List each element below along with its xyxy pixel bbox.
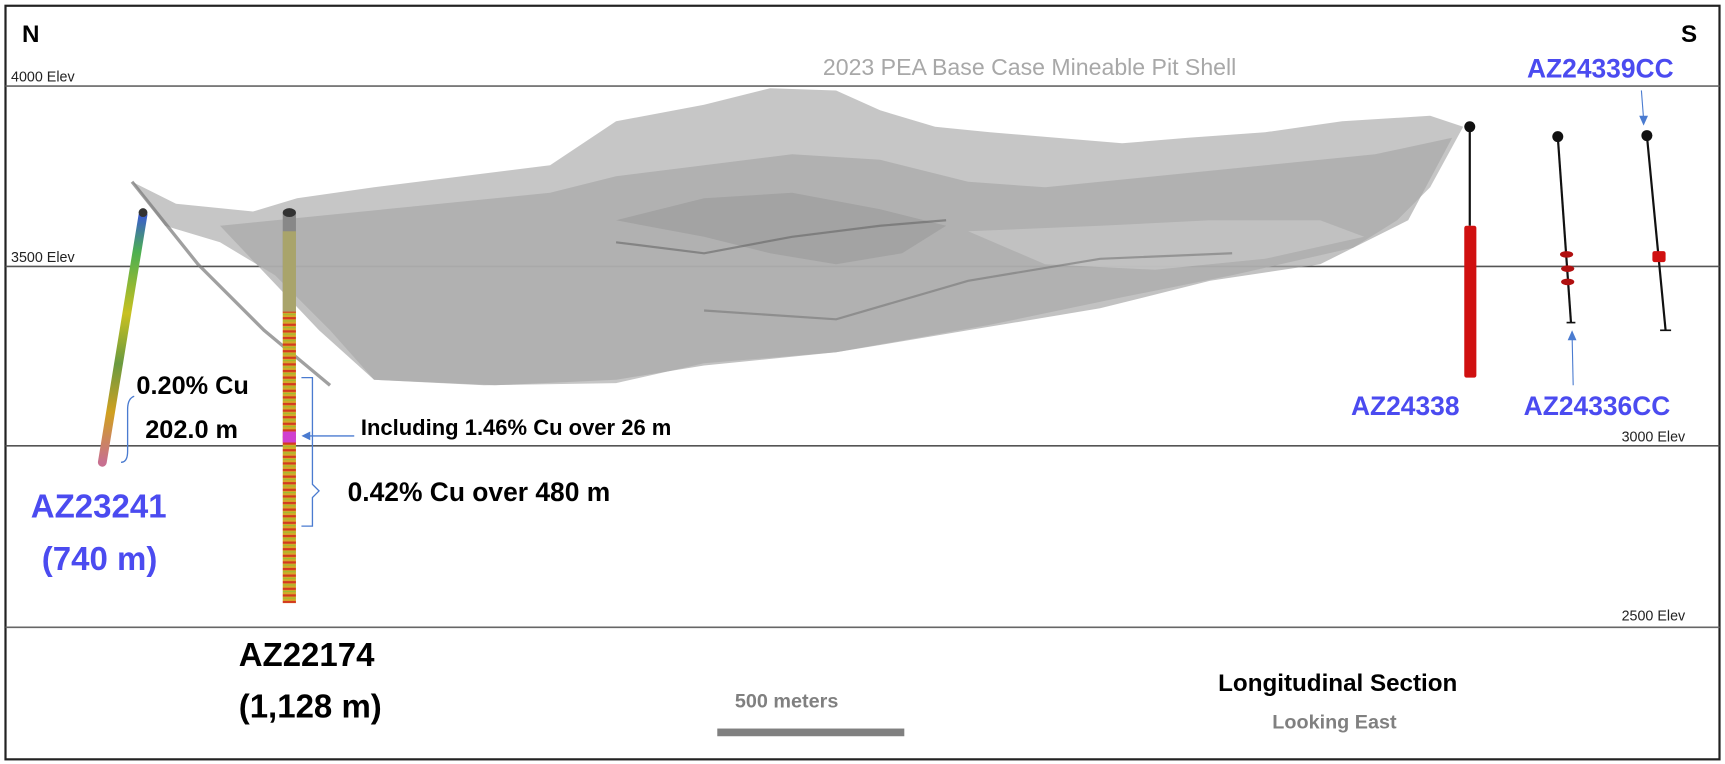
section-title: Longitudinal Section — [1218, 670, 1457, 697]
az24336cc-name: AZ24336CC — [1524, 391, 1671, 421]
az23241-length: (740 m) — [42, 540, 158, 577]
az22174-interval: 0.42% Cu over 480 m — [348, 477, 611, 507]
az23241-name: AZ23241 — [31, 487, 167, 524]
az22174-length: (1,128 m) — [239, 688, 382, 725]
az23241-bracket — [120, 395, 135, 463]
az24339cc-arrow — [1640, 90, 1645, 120]
drillhole-az23241 — [97, 208, 148, 467]
drillhole-az22174 — [282, 208, 296, 604]
az23241-grade: 0.20% Cu — [136, 372, 248, 400]
az24336cc-arrow-head — [1567, 330, 1577, 341]
scale-bar — [717, 728, 905, 737]
elev-label-3500: 3500 Elev — [11, 250, 75, 266]
elev-label-3000: 3000 Elev — [1622, 429, 1686, 445]
drillhole-az24336cc — [1552, 131, 1576, 324]
az22174-name: AZ22174 — [239, 636, 375, 673]
section-subtitle: Looking East — [1272, 712, 1397, 734]
az24336cc-arrow — [1571, 334, 1574, 386]
az23241-interval: 202.0 m — [145, 416, 238, 444]
north-label: N — [22, 21, 39, 48]
south-label: S — [1681, 21, 1697, 48]
pit-title: 2023 PEA Base Case Mineable Pit Shell — [823, 54, 1236, 80]
elev-label-2500: 2500 Elev — [1622, 609, 1686, 625]
drillhole-az24339cc — [1641, 130, 1672, 332]
az24339cc-name: AZ24339CC — [1527, 53, 1674, 83]
drillhole-az24338 — [1464, 121, 1477, 378]
az22174-bracket — [301, 376, 320, 527]
az22174-including: Including 1.46% Cu over 26 m — [361, 415, 672, 440]
az24339cc-arrow-head — [1639, 115, 1648, 126]
pit-shell — [130, 88, 1464, 387]
including-arrow-head — [301, 431, 311, 441]
scale-bar-label: 500 meters — [735, 691, 838, 713]
elev-label-4000: 4000 Elev — [11, 70, 75, 86]
az24338-name: AZ24338 — [1351, 391, 1460, 421]
